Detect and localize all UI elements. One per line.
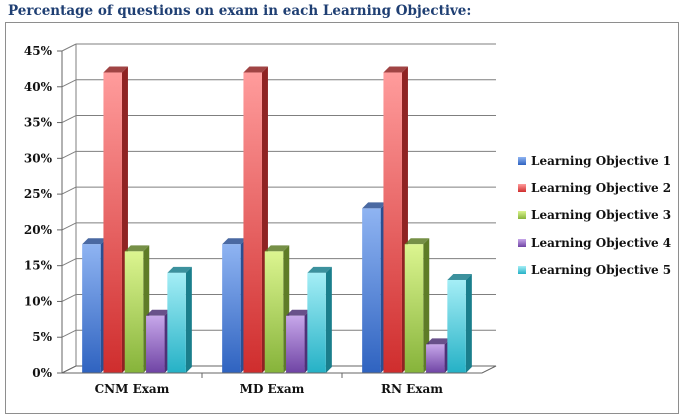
bar bbox=[362, 202, 387, 373]
y-tick-label: 25% bbox=[24, 187, 53, 201]
bar-top bbox=[82, 238, 107, 245]
y-tick-label: 0% bbox=[32, 366, 52, 380]
bar bbox=[307, 266, 332, 373]
legend-swatch bbox=[518, 266, 526, 275]
bar-top bbox=[264, 245, 290, 252]
bar-front bbox=[447, 279, 466, 373]
bar bbox=[286, 309, 311, 373]
legend-item: Learning Objective 1 bbox=[518, 147, 671, 174]
gridline-side bbox=[61, 222, 77, 231]
bar bbox=[146, 309, 171, 373]
bar-front bbox=[426, 344, 445, 373]
bar-top bbox=[222, 238, 247, 245]
x-tick-label: CNM Exam bbox=[95, 382, 170, 396]
bar-front bbox=[146, 315, 165, 373]
legend-item: Learning Objective 2 bbox=[518, 174, 671, 201]
bar-front bbox=[243, 72, 262, 373]
gridline-side bbox=[61, 258, 77, 267]
bar-top bbox=[404, 238, 430, 245]
legend-swatch bbox=[518, 184, 526, 193]
bar bbox=[383, 66, 408, 373]
bar-top bbox=[362, 202, 387, 209]
bar bbox=[82, 238, 107, 373]
bar-side bbox=[465, 273, 472, 373]
bar bbox=[103, 66, 128, 373]
bar bbox=[124, 245, 150, 373]
gridline-side bbox=[61, 186, 77, 195]
bar-side bbox=[185, 266, 192, 373]
y-tick-label: 30% bbox=[24, 151, 53, 165]
legend-swatch bbox=[518, 211, 526, 220]
bar-front bbox=[264, 251, 284, 373]
bar-top bbox=[124, 245, 150, 252]
bar bbox=[447, 273, 472, 373]
bar-front bbox=[286, 315, 305, 373]
bar-top bbox=[286, 309, 311, 316]
bar-top bbox=[146, 309, 171, 316]
gridline-side bbox=[61, 150, 77, 159]
y-tick-label: 20% bbox=[24, 223, 53, 237]
bar-top bbox=[243, 66, 268, 73]
gridline-side bbox=[61, 329, 77, 338]
bar-front bbox=[404, 244, 424, 373]
y-tick-label: 40% bbox=[24, 80, 53, 94]
legend-item: Learning Objective 5 bbox=[518, 257, 671, 284]
bar bbox=[222, 238, 247, 373]
legend-item: Learning Objective 3 bbox=[518, 202, 671, 229]
bar-top bbox=[103, 66, 128, 73]
gridline-side bbox=[61, 293, 77, 302]
bar-front bbox=[222, 244, 241, 373]
x-tick-label: MD Exam bbox=[240, 382, 305, 396]
gridline-side bbox=[61, 43, 77, 52]
chart-legend: Learning Objective 1 Learning Objective 2… bbox=[518, 147, 671, 284]
legend-swatch bbox=[518, 238, 526, 247]
bar bbox=[426, 338, 451, 373]
legend-label: Learning Objective 4 bbox=[531, 235, 672, 250]
bar-top bbox=[307, 266, 332, 273]
bar-front bbox=[82, 244, 101, 373]
y-tick-label: 5% bbox=[32, 330, 52, 344]
legend-label: Learning Objective 2 bbox=[531, 181, 672, 196]
gridline-side bbox=[61, 115, 77, 124]
bar-front bbox=[103, 72, 122, 373]
bar bbox=[264, 245, 290, 373]
y-tick-label: 10% bbox=[24, 294, 53, 308]
bar-top bbox=[447, 273, 472, 280]
bar-side bbox=[423, 238, 430, 373]
bar-front bbox=[167, 272, 186, 373]
bar bbox=[404, 238, 430, 373]
legend-item: Learning Objective 4 bbox=[518, 229, 671, 256]
bar-top bbox=[167, 266, 192, 273]
x-tick-label: RN Exam bbox=[381, 382, 443, 396]
legend-label: Learning Objective 3 bbox=[531, 208, 672, 223]
bar bbox=[243, 66, 268, 373]
bar-top bbox=[426, 338, 451, 345]
bar bbox=[167, 266, 192, 373]
bar-front bbox=[307, 272, 326, 373]
bar-front bbox=[124, 251, 144, 373]
gridline-side bbox=[61, 79, 77, 88]
bar-top bbox=[383, 66, 408, 73]
legend-label: Learning Objective 5 bbox=[531, 263, 672, 278]
bar-front bbox=[362, 208, 381, 373]
bar-side bbox=[325, 266, 332, 373]
y-tick-label: 45% bbox=[24, 44, 53, 58]
y-tick-label: 35% bbox=[24, 116, 53, 130]
y-tick-label: 15% bbox=[24, 259, 53, 273]
chart-title: Percentage of questions on exam in each … bbox=[8, 3, 472, 19]
legend-label: Learning Objective 1 bbox=[531, 153, 672, 168]
bar-front bbox=[383, 72, 402, 373]
legend-swatch bbox=[518, 156, 526, 165]
